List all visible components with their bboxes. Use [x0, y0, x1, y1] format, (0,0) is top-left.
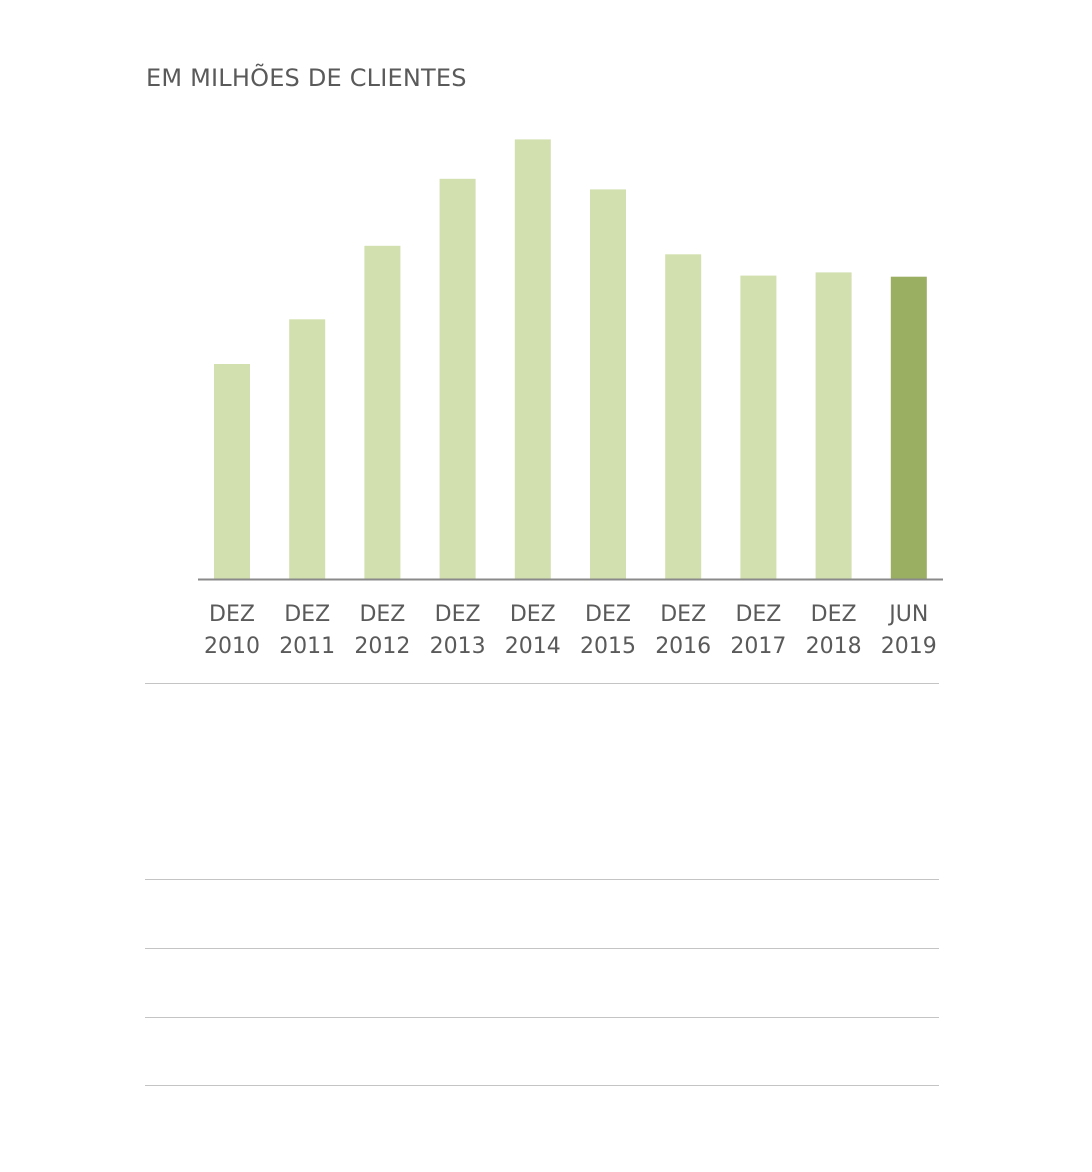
x-tick-label-year: 2016: [655, 634, 711, 659]
bar-dez-2015: [590, 189, 626, 579]
bar-dez-2018: [815, 272, 852, 579]
divider-line: [145, 879, 939, 880]
bar-dez-2012: [364, 245, 401, 580]
x-tick-label-period: DEZ: [660, 602, 706, 627]
x-tick-label-period: DEZ: [735, 602, 781, 627]
bar-dez-2010: [214, 364, 250, 579]
x-tick-label-year: 2017: [730, 634, 786, 659]
bar-dez-2013: [439, 178, 476, 580]
bar-dez-2014: [514, 139, 551, 579]
x-tick-label-year: 2010: [204, 634, 260, 659]
x-tick-label-period: DEZ: [435, 602, 481, 627]
x-tick-label-year: 2018: [806, 634, 862, 659]
divider-line: [145, 1017, 939, 1018]
x-tick-label-period: DEZ: [284, 602, 330, 627]
bar-chart: DEZ 2010 DEZ 2011 DEZ 2012 DEZ 2013 DEZ 2014 DEZ 20…: [198, 139, 943, 659]
divider-line: [145, 948, 939, 949]
divider-line: [145, 683, 939, 684]
x-tick-label-period: DEZ: [209, 602, 255, 627]
x-tick-label-period: DEZ: [359, 602, 405, 627]
x-tick-label-period: JUN: [887, 602, 928, 627]
x-tick-label-year: 2014: [505, 634, 561, 659]
x-tick-label-period: DEZ: [510, 602, 556, 627]
divider-line: [145, 1085, 939, 1086]
chart-title: EM MILHÕES DE CLIENTES: [146, 64, 467, 92]
x-tick-label-year: 2011: [279, 634, 335, 659]
x-tick-label-year: 2019: [881, 634, 937, 659]
bar-jun-2019: [890, 276, 927, 579]
x-tick-label-year: 2012: [354, 634, 410, 659]
x-tick-label-year: 2013: [430, 634, 486, 659]
bar-dez-2016: [665, 254, 702, 580]
x-tick-label-period: DEZ: [811, 602, 857, 627]
bar-dez-2017: [740, 275, 777, 579]
x-tick-label-year: 2015: [580, 634, 636, 659]
bar-dez-2011: [289, 319, 326, 579]
x-tick-label-period: DEZ: [585, 602, 631, 627]
